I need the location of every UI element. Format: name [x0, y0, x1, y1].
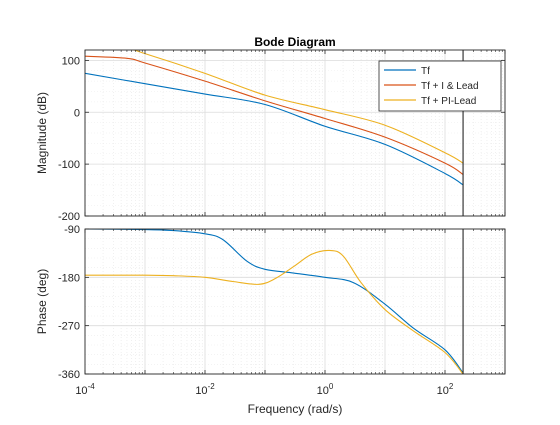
xtick-label: 100	[317, 382, 334, 397]
magnitude-ylabel: Magnitude (dB)	[35, 92, 49, 174]
xtick-label: 10-4	[75, 382, 95, 397]
phase-ylabel: Phase (deg)	[35, 269, 49, 334]
phase-series-group	[85, 229, 464, 374]
phase-ytick-label: -270	[58, 321, 80, 333]
magnitude-series-group	[85, 50, 464, 186]
xlabel: Frequency (rad/s)	[248, 402, 343, 416]
magnitude-ytick-label: 100	[62, 55, 80, 67]
magnitude-axes-box	[84, 49, 506, 217]
chart-title: Bode Diagram	[254, 35, 335, 49]
legend-box	[378, 60, 502, 112]
xtick-label: 102	[437, 382, 454, 397]
phase-series-line-0	[85, 229, 464, 374]
magnitude-ytick-label: -200	[58, 211, 80, 223]
legend-label: Tf + PI-Lead	[421, 96, 476, 107]
phase-ytick-label: -90	[64, 224, 80, 236]
phase-axes-box	[84, 228, 506, 375]
magnitude-series-line-2	[131, 50, 464, 164]
legend-label: Tf + I & Lead	[421, 81, 479, 92]
phase-series-line-1	[85, 249, 464, 374]
legend: Tf Tf + I & Lead Tf + PI-Lead	[378, 60, 502, 112]
phase-ytick-label: -180	[58, 272, 80, 284]
phase-panel: -90 -180 -270 -360 Phase (deg)	[35, 224, 506, 381]
magnitude-ytick-label: -100	[58, 159, 80, 171]
phase-ytick-label: -360	[58, 369, 80, 381]
phase-plot-area	[85, 229, 505, 374]
magnitude-series-line-0	[85, 72, 464, 186]
magnitude-ytick-label: 0	[74, 107, 80, 119]
legend-label: Tf	[421, 66, 430, 77]
xtick-label: 10-2	[195, 382, 215, 397]
magnitude-series-line-1	[85, 55, 464, 175]
